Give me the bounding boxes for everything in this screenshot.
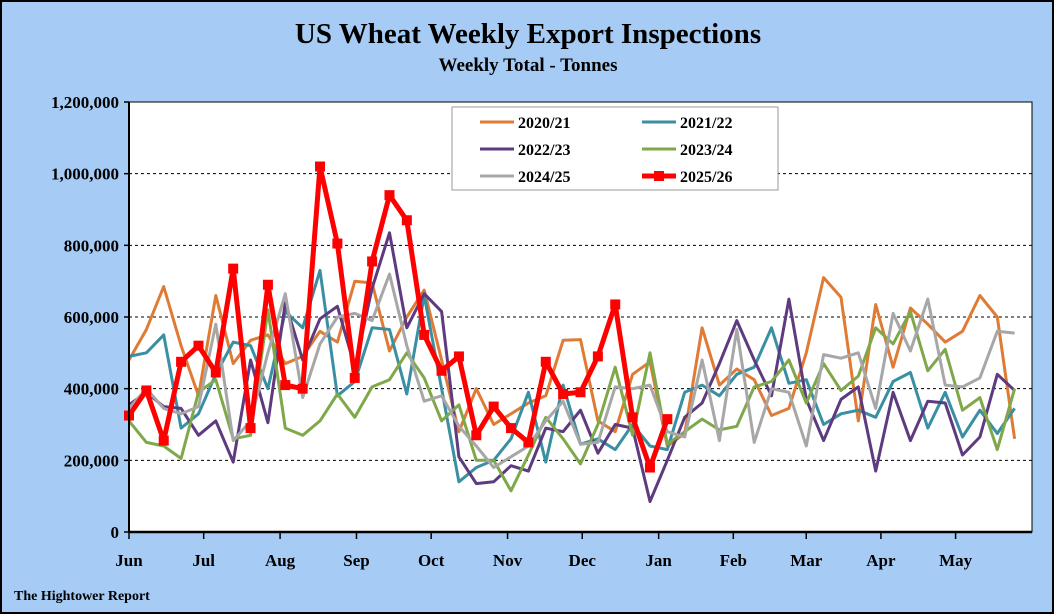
data-point bbox=[506, 423, 517, 434]
x-tick-label: Oct bbox=[418, 551, 445, 570]
x-tick-label: Dec bbox=[569, 551, 597, 570]
data-point bbox=[158, 435, 169, 446]
legend-label: 2020/21 bbox=[518, 115, 570, 132]
data-point bbox=[332, 238, 343, 249]
series-layer bbox=[124, 161, 1017, 503]
data-point bbox=[367, 256, 378, 267]
x-tick-label: Mar bbox=[790, 551, 823, 570]
y-axis: 0 200,000 400,000 600,000 800,000 1,000,000 1,… bbox=[51, 93, 129, 542]
data-point bbox=[262, 279, 273, 290]
legend-label: 2023/24 bbox=[680, 142, 732, 159]
data-point bbox=[228, 263, 239, 274]
legend-label: 2025/26 bbox=[680, 169, 732, 186]
y-tick-label: 1,200,000 bbox=[51, 93, 119, 112]
data-point bbox=[384, 190, 395, 201]
data-point bbox=[610, 299, 621, 310]
y-tick-label: 0 bbox=[111, 523, 120, 542]
x-tick-label: Apr bbox=[866, 551, 896, 570]
x-tick-label: Sep bbox=[343, 551, 369, 570]
series-2021-22 bbox=[128, 268, 1016, 484]
x-tick-label: Jan bbox=[645, 551, 672, 570]
data-point bbox=[176, 356, 187, 367]
y-tick-label: 400,000 bbox=[64, 380, 119, 399]
legend-label: 2021/22 bbox=[680, 115, 732, 132]
data-point bbox=[592, 351, 603, 362]
y-tick-label: 1,000,000 bbox=[51, 165, 119, 184]
data-point bbox=[575, 387, 586, 398]
data-point bbox=[401, 215, 412, 226]
data-point bbox=[245, 423, 256, 434]
data-point bbox=[453, 351, 464, 362]
x-tick-label: Nov bbox=[493, 551, 523, 570]
series-line bbox=[127, 308, 1017, 493]
y-tick-label: 800,000 bbox=[64, 236, 119, 255]
data-point bbox=[280, 380, 291, 391]
x-tick-label: May bbox=[939, 551, 973, 570]
data-point bbox=[297, 383, 308, 394]
data-point bbox=[662, 414, 673, 425]
data-point bbox=[349, 372, 360, 383]
x-tick-label: Jul bbox=[192, 551, 215, 570]
data-point bbox=[436, 365, 447, 376]
data-point bbox=[523, 437, 534, 448]
data-point bbox=[193, 340, 204, 351]
series-line bbox=[128, 268, 1016, 484]
y-tick-label: 200,000 bbox=[64, 451, 119, 470]
legend: 2020/21 2021/22 2022/23 2023/24 2024/25 2025/… bbox=[451, 106, 779, 191]
x-tick-label: Jun bbox=[115, 551, 143, 570]
data-point bbox=[471, 430, 482, 441]
legend-label: 2022/23 bbox=[518, 142, 570, 159]
data-point bbox=[210, 367, 221, 378]
y-tick-label: 600,000 bbox=[64, 308, 119, 327]
data-point bbox=[488, 401, 499, 412]
data-point bbox=[644, 462, 655, 473]
chart-title: US Wheat Weekly Export Inspections bbox=[295, 18, 761, 50]
series-2023-24 bbox=[127, 308, 1017, 493]
data-point bbox=[540, 356, 551, 367]
x-tick-label: Aug bbox=[265, 551, 296, 570]
x-axis: Jun Jul Aug Sep Oct Nov Dec Jan Feb Mar Apr May bbox=[115, 532, 973, 570]
data-point bbox=[558, 389, 569, 400]
legend-marker bbox=[654, 171, 664, 181]
data-point bbox=[419, 329, 430, 340]
legend-label: 2024/25 bbox=[518, 169, 570, 186]
data-point bbox=[141, 385, 152, 396]
data-point bbox=[627, 412, 638, 423]
series-2025-26 bbox=[124, 161, 673, 473]
data-point bbox=[315, 161, 326, 172]
chart-subtitle: Weekly Total - Tonnes bbox=[439, 55, 618, 76]
x-tick-label: Feb bbox=[720, 551, 747, 570]
source-note: The Hightower Report bbox=[14, 589, 150, 604]
